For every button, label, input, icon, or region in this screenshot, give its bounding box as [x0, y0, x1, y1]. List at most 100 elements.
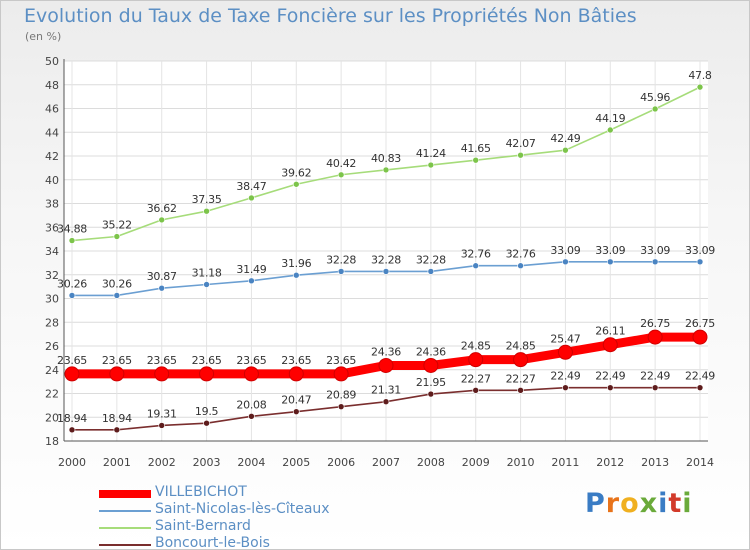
data-point: [337, 171, 345, 179]
data-point: [647, 329, 663, 345]
data-point: [562, 146, 569, 154]
data-point: [203, 281, 210, 288]
x-tick-label: 2006: [327, 456, 355, 469]
data-point: [557, 344, 573, 360]
x-tick-label: 2004: [237, 456, 265, 469]
legend-label: VILLEBICHOT: [155, 484, 247, 500]
data-label: 47.8: [688, 69, 712, 82]
data-label: 32.28: [326, 253, 356, 266]
data-point: [427, 161, 435, 169]
series-layer: [64, 83, 708, 434]
y-tick-label: 40: [45, 174, 59, 187]
data-point: [427, 390, 435, 398]
data-label: 18.94: [102, 412, 132, 425]
data-point: [696, 83, 704, 91]
y-tick-label: 32: [45, 269, 59, 282]
data-point: [158, 216, 166, 224]
data-label: 23.65: [102, 354, 132, 367]
data-label: 38.47: [236, 180, 266, 193]
data-label: 24.36: [371, 345, 401, 358]
data-label: 24.85: [461, 340, 491, 353]
data-label: 32.76: [461, 248, 491, 261]
data-point: [651, 384, 659, 391]
y-tick-label: 50: [45, 55, 59, 68]
data-point: [68, 292, 76, 299]
y-tick-label: 28: [45, 316, 59, 329]
data-point: [606, 126, 614, 134]
y-tick-label: 42: [45, 150, 59, 163]
data-label: 30.26: [57, 277, 87, 290]
data-point: [337, 268, 345, 275]
data-label: 42.07: [506, 137, 536, 150]
data-point: [472, 156, 480, 164]
logo-letter: x: [639, 488, 659, 519]
y-tick-label: 20: [45, 411, 59, 424]
data-point: [651, 258, 659, 266]
data-label: 22.49: [685, 370, 715, 383]
chart-title: Evolution du Taux de Taxe Foncière sur l…: [24, 5, 637, 27]
data-label: 25.47: [550, 332, 580, 345]
data-label: 33.09: [685, 244, 715, 257]
data-label: 23.65: [147, 354, 177, 367]
data-point: [696, 258, 704, 266]
data-point: [427, 268, 435, 275]
proxiti-logo: Proxiti: [585, 488, 693, 519]
legend-label: Saint-Bernard: [155, 518, 251, 534]
data-point: [248, 277, 255, 285]
data-label: 18.94: [57, 412, 87, 425]
data-point: [382, 398, 390, 405]
legend-swatch: [99, 544, 151, 546]
x-tick-label: 2005: [282, 456, 310, 469]
data-point: [602, 337, 618, 353]
series-boncourt-le-bois: [68, 384, 704, 434]
data-label: 23.65: [236, 354, 266, 367]
data-label: 37.35: [192, 193, 222, 206]
data-label: 33.09: [550, 244, 580, 257]
data-label: 35.22: [102, 219, 132, 232]
data-label: 26.11: [595, 325, 625, 338]
logo-letter: o: [620, 488, 640, 519]
data-label: 19.5: [195, 405, 219, 418]
data-point: [64, 366, 80, 382]
logo-letter: t: [668, 488, 683, 519]
data-label: 23.65: [281, 354, 311, 367]
data-label: 30.26: [102, 277, 132, 290]
x-tick-label: 2009: [462, 456, 490, 469]
data-label: 26.75: [640, 317, 670, 330]
data-label: 44.19: [595, 112, 625, 125]
data-point: [248, 194, 255, 202]
data-point: [378, 357, 394, 373]
data-point: [517, 386, 524, 394]
x-tick-label: 2010: [507, 456, 535, 469]
y-tick-label: 30: [45, 293, 59, 306]
x-tick-label: 2000: [58, 456, 86, 469]
data-point: [692, 329, 708, 345]
legend-swatch: [99, 527, 151, 529]
data-label: 32.28: [371, 253, 401, 266]
data-point: [199, 366, 215, 382]
data-label: 39.62: [281, 166, 311, 179]
logo-letter: i: [682, 488, 693, 519]
data-label: 33.09: [595, 244, 625, 257]
data-point: [203, 207, 210, 215]
data-point: [113, 292, 121, 299]
data-label: 20.89: [326, 389, 356, 402]
data-label: 31.96: [281, 257, 311, 270]
data-label: 22.27: [506, 372, 536, 385]
data-label: 40.42: [326, 157, 356, 170]
x-tick-label: 2013: [641, 456, 669, 469]
y-tick-label: 24: [45, 364, 59, 377]
data-point: [517, 151, 524, 159]
data-label: 26.75: [685, 317, 715, 330]
logo-letter: i: [658, 488, 669, 519]
x-tick-label: 2002: [148, 456, 176, 469]
data-label: 23.65: [192, 354, 222, 367]
data-point: [382, 268, 390, 275]
x-tick-label: 2007: [372, 456, 400, 469]
series-saint-nicolas-les-citeaux: [68, 258, 704, 299]
data-label: 40.83: [371, 152, 401, 165]
data-point: [154, 366, 170, 382]
y-tick-label: 38: [45, 198, 59, 211]
